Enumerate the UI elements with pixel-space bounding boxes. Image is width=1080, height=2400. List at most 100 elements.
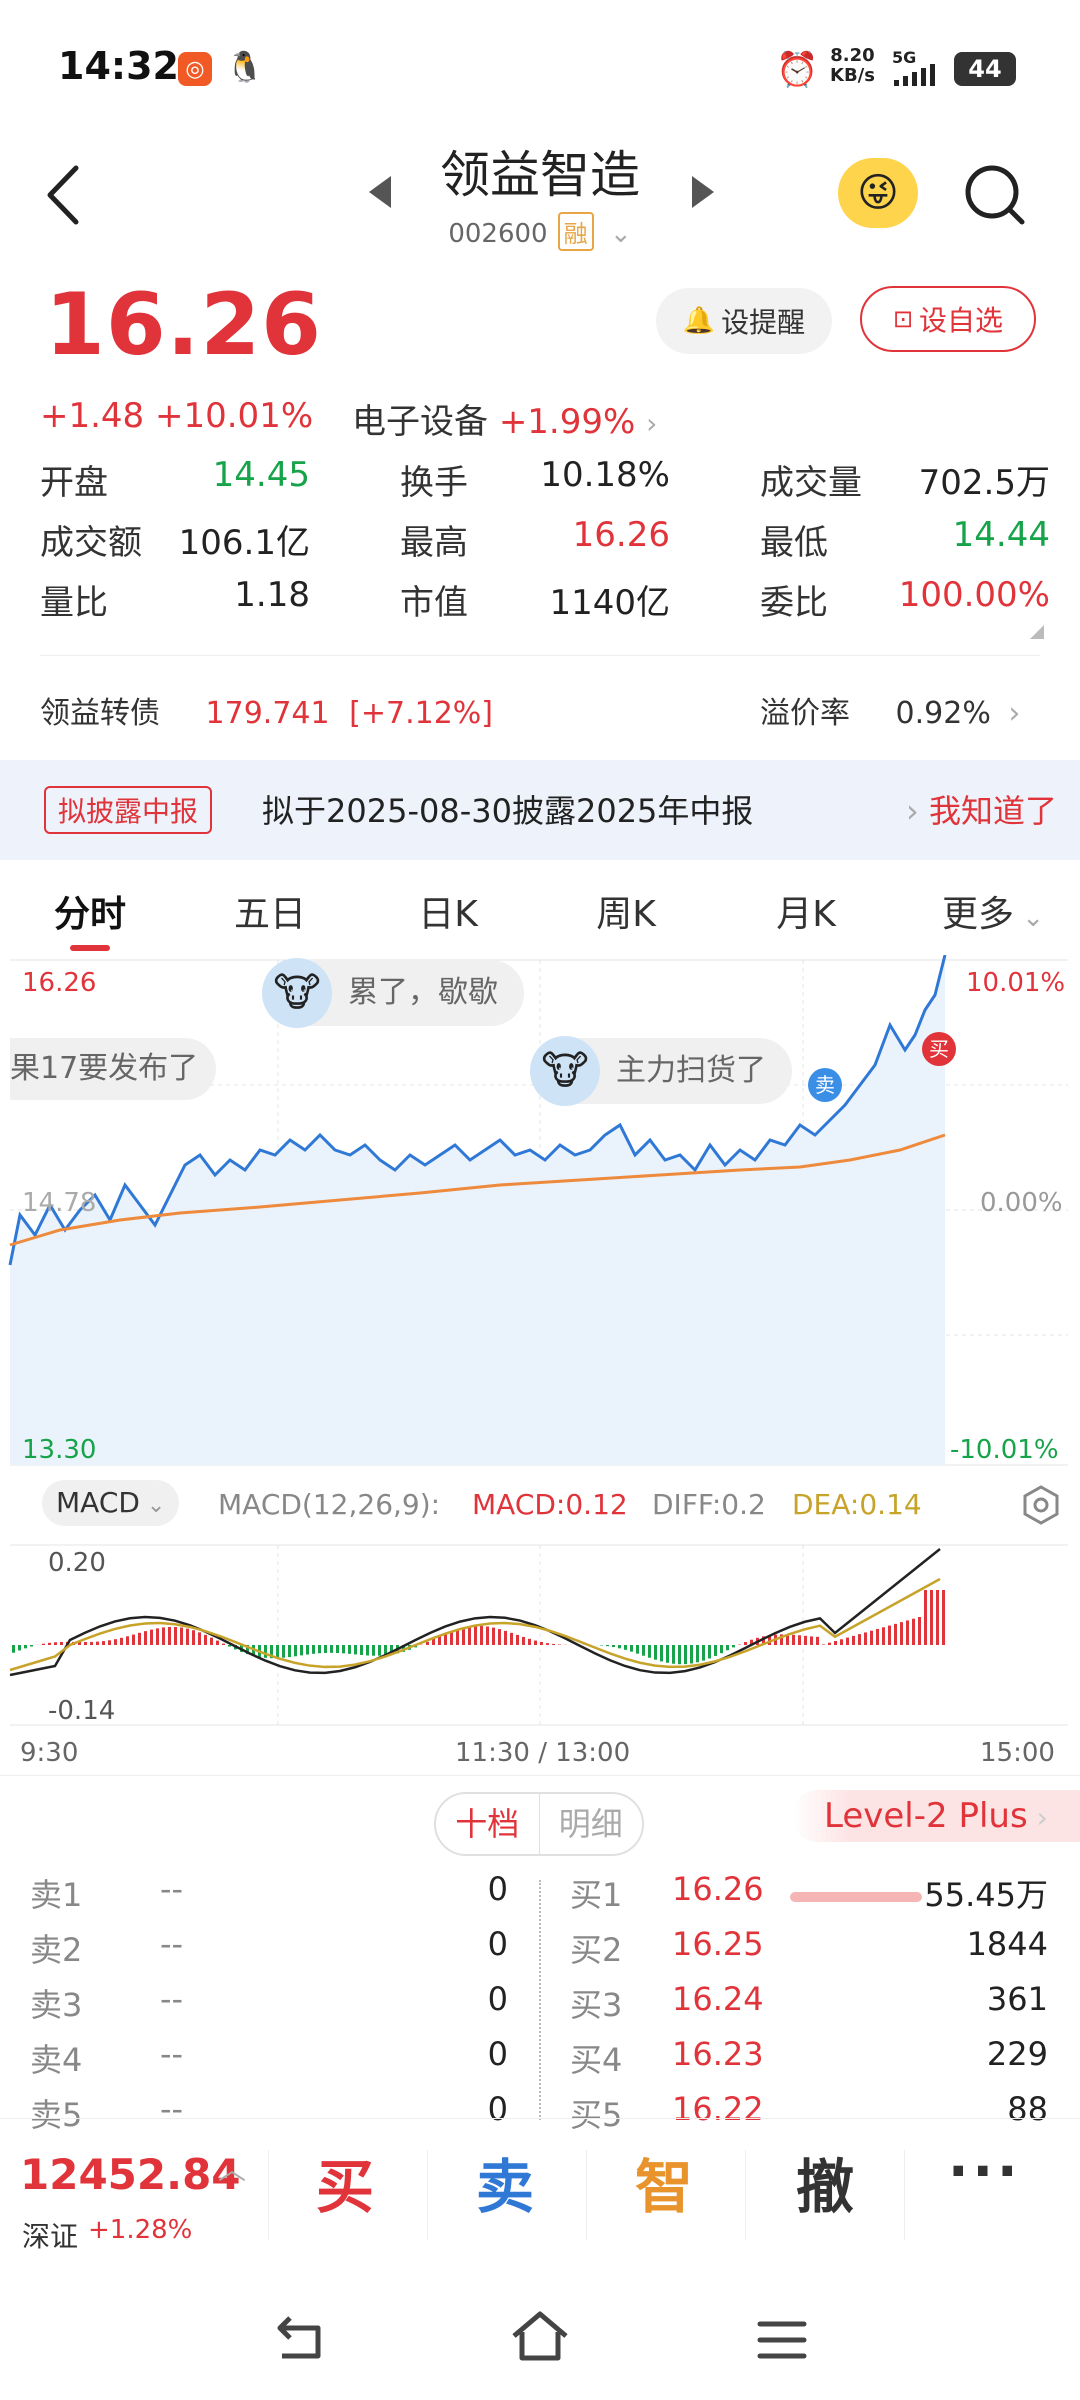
price-high-label: 16.26 [22, 968, 97, 998]
macd-bar [936, 1590, 939, 1645]
buy-marker[interactable]: 买 [922, 1032, 956, 1066]
sell-level-label: 卖4 [30, 2041, 83, 2079]
macd-bar [702, 1645, 705, 1661]
macd-bar [612, 1645, 615, 1648]
macd-bar [384, 1645, 387, 1656]
cancel-order-button[interactable]: 撤 [795, 2153, 854, 2221]
premium-row[interactable]: 溢价率 0.92% › [760, 696, 1021, 731]
time-end-label: 15:00 [980, 1738, 1055, 1768]
price-change: +1.48 [40, 396, 145, 436]
macd-bar [120, 1637, 123, 1645]
search-icon[interactable] [960, 160, 1030, 230]
time-mid-label: 11:30 / 13:00 [455, 1738, 631, 1768]
sell-button[interactable]: 卖 [475, 2153, 534, 2221]
sell-level-label: 卖1 [30, 1876, 83, 1914]
sector-link[interactable]: 电子设备 +1.99% › [352, 402, 658, 442]
tab-daily-k[interactable]: 日K [418, 894, 478, 935]
stock-code-row[interactable]: 002600 融 ⌄ [0, 212, 1080, 251]
signal-icon [894, 64, 935, 86]
level2-button[interactable]: Level-2 Plus › [792, 1790, 1080, 1842]
macd-bar [18, 1645, 21, 1651]
macd-bar [372, 1645, 375, 1656]
tab-details[interactable]: 明细 [558, 1805, 623, 1843]
convertible-bond-row[interactable]: 领益转债 179.741 [+7.12%] [40, 688, 493, 732]
battery-icon: 44 [954, 52, 1016, 86]
sell-marker[interactable]: 卖 [808, 1068, 842, 1102]
macd-bar [348, 1645, 351, 1654]
mascot-icon[interactable]: 😜 [838, 158, 918, 228]
tab-ten-levels[interactable]: 十档 [436, 1794, 540, 1854]
macd-bar [780, 1634, 783, 1645]
buy-level-volume: 361 [986, 1980, 1048, 2018]
macd-bar [714, 1645, 717, 1656]
buy-level-label: 买2 [570, 1931, 623, 1969]
macd-bar [288, 1645, 291, 1658]
macd-bar [312, 1645, 315, 1654]
sell-level-volume: 0 [487, 2090, 508, 2128]
stat-value: 14.44 [952, 515, 1050, 555]
macd-bar [648, 1645, 651, 1658]
macd-bar [126, 1636, 129, 1645]
report-banner: 拟披露中报 拟于2025-08-30披露2025年中报 › 我知道了 [0, 760, 1080, 860]
sell-level-price: -- [160, 2035, 184, 2073]
stock-name: 领益智造 [440, 146, 640, 204]
macd-bar [174, 1626, 177, 1645]
prev-stock-icon[interactable] [365, 172, 395, 212]
nav-back-icon[interactable] [270, 2310, 330, 2370]
buy-button[interactable]: 买 [315, 2153, 374, 2221]
macd-bar [498, 1629, 501, 1645]
smart-button[interactable]: 智 [634, 2153, 693, 2221]
chevron-up-icon[interactable]: ︿ [218, 2153, 247, 2186]
macd-bar [684, 1645, 687, 1665]
macd-bar [198, 1632, 201, 1645]
stat-label: 成交量 [760, 463, 862, 503]
tab-intraday[interactable]: 分时 [53, 894, 126, 935]
stat-value: 106.1亿 [178, 523, 310, 563]
stat-value: 702.5万 [918, 463, 1050, 503]
macd-bar [108, 1640, 111, 1645]
sell-level-label: 卖2 [30, 1931, 83, 1969]
tab-five-day[interactable]: 五日 [233, 894, 306, 935]
macd-bar [186, 1628, 189, 1645]
macd-bar [306, 1645, 309, 1655]
macd-bar [48, 1642, 51, 1645]
macd-bar [864, 1632, 867, 1645]
back-icon[interactable] [40, 160, 90, 230]
dismiss-banner-button[interactable]: › 我知道了 [906, 792, 1057, 830]
macd-bar [726, 1645, 729, 1651]
settings-icon[interactable] [1020, 1484, 1062, 1526]
indicator-selector[interactable]: MACD ⌄ [42, 1480, 180, 1526]
net-speed: 8.20 KB/s [830, 45, 875, 86]
macd-bar [816, 1636, 819, 1645]
bond-label: 领益转债 [40, 696, 160, 731]
macd-bar [900, 1622, 903, 1645]
macd-bar [870, 1630, 873, 1645]
tab-more[interactable]: 更多 ⌄ [941, 894, 1045, 935]
set-alert-button[interactable]: 🔔 设提醒 [656, 288, 832, 354]
intraday-chart[interactable] [0, 955, 1080, 1775]
macd-bar [156, 1628, 159, 1645]
macd-bar [492, 1627, 495, 1645]
price-low-label: 13.30 [22, 1435, 97, 1465]
next-stock-icon[interactable] [688, 172, 718, 212]
index-value[interactable]: 12452.84 [20, 2150, 241, 2199]
nav-menu-icon[interactable] [752, 2310, 812, 2370]
qq-notification-icon: 🐧 [226, 50, 264, 85]
comment-bubble[interactable]: 果17要发布了 [10, 1038, 217, 1100]
add-watchlist-button[interactable]: ⊡ 设自选 [860, 286, 1036, 352]
buy-level-volume: 229 [986, 2035, 1048, 2073]
macd-bar [552, 1643, 555, 1645]
tab-monthly-k[interactable]: 月K [776, 894, 836, 935]
macd-bar [792, 1634, 795, 1645]
macd-bar [90, 1641, 93, 1645]
macd-bar [150, 1629, 153, 1645]
macd-bar [690, 1645, 693, 1664]
buy-level-label: 买5 [570, 2096, 623, 2134]
tab-weekly-k[interactable]: 周K [596, 894, 656, 935]
nav-home-icon[interactable] [508, 2306, 572, 2370]
dea-line [9, 1577, 941, 1672]
more-icon[interactable]: ··· [948, 2140, 1022, 2203]
divider [427, 2150, 428, 2240]
macd-bar [834, 1641, 837, 1645]
macd-bar [390, 1645, 393, 1655]
